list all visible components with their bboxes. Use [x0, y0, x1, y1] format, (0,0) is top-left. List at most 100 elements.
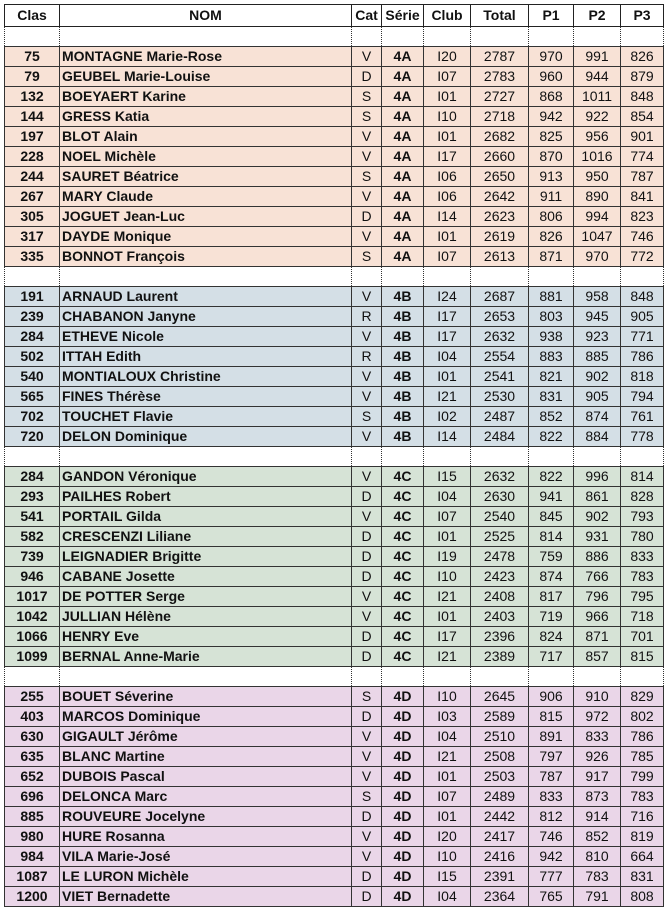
clas-cell: 144 [4, 106, 60, 127]
table-row: 144 GRESS Katia S 4A I10 2718 942 922 854 [4, 106, 664, 127]
club-cell: I02 [423, 406, 471, 427]
total-cell: 2389 [470, 646, 529, 667]
clas-cell: 284 [4, 326, 60, 347]
club-cell: I20 [423, 46, 471, 67]
total-cell: 2589 [470, 706, 529, 727]
p2-cell: 874 [573, 406, 621, 427]
p2-cell: 917 [573, 766, 621, 787]
serie-cell: 4B [381, 406, 424, 427]
total-cell: 2632 [470, 466, 529, 487]
p1-cell: 814 [528, 526, 574, 547]
cat-cell: V [351, 726, 382, 747]
clas-cell: 696 [4, 786, 60, 807]
p2-cell: 931 [573, 526, 621, 547]
total-cell: 2727 [470, 86, 529, 107]
cat-cell: V [351, 426, 382, 447]
club-cell: I03 [423, 706, 471, 727]
club-cell: I15 [423, 466, 471, 487]
table-row: 635 BLANC Martine V 4D I21 2508 797 926 785 [4, 746, 664, 767]
clas-cell: 293 [4, 486, 60, 507]
spacer-cell [351, 666, 382, 687]
spacer-cell [620, 26, 664, 47]
table-row: 197 BLOT Alain V 4A I01 2682 825 956 901 [4, 126, 664, 147]
cat-cell: S [351, 106, 382, 127]
nom-cell: DUBOIS Pascal [59, 766, 352, 787]
clas-cell: 946 [4, 566, 60, 587]
serie-cell: 4C [381, 566, 424, 587]
clas-cell: 255 [4, 686, 60, 707]
nom-cell: ARNAUD Laurent [59, 286, 352, 307]
p2-cell: 1047 [573, 226, 621, 247]
p3-cell: 831 [620, 866, 664, 887]
nom-cell: HURE Rosanna [59, 826, 352, 847]
table-row: 720 DELON Dominique V 4B I14 2484 822 884 778 [4, 426, 664, 447]
clas-cell: 582 [4, 526, 60, 547]
club-cell: I17 [423, 326, 471, 347]
header-total: Total [470, 4, 529, 27]
p3-cell: 901 [620, 126, 664, 147]
total-cell: 2613 [470, 246, 529, 267]
header-p1: P1 [528, 4, 574, 27]
p2-cell: 966 [573, 606, 621, 627]
p2-cell: 922 [573, 106, 621, 127]
header-p3: P3 [620, 4, 664, 27]
p3-cell: 802 [620, 706, 664, 727]
club-cell: I01 [423, 226, 471, 247]
p2-cell: 1011 [573, 86, 621, 107]
table-row: 305 JOGUET Jean-Luc D 4A I14 2623 806 994 823 [4, 206, 664, 227]
spacer-cell [528, 666, 574, 687]
serie-cell: 4C [381, 606, 424, 627]
p3-cell: 848 [620, 86, 664, 107]
serie-cell: 4D [381, 726, 424, 747]
p1-cell: 797 [528, 746, 574, 767]
table-row: 335 BONNOT François S 4A I07 2613 871 970 772 [4, 246, 664, 267]
club-cell: I17 [423, 626, 471, 647]
club-cell: I07 [423, 66, 471, 87]
total-cell: 2403 [470, 606, 529, 627]
nom-cell: GIGAULT Jérôme [59, 726, 352, 747]
cat-cell: D [351, 526, 382, 547]
nom-cell: DELON Dominique [59, 426, 352, 447]
total-cell: 2653 [470, 306, 529, 327]
spacer-cell [423, 446, 471, 467]
club-cell: I01 [423, 766, 471, 787]
p2-cell: 902 [573, 366, 621, 387]
nom-cell: LE LURON Michèle [59, 866, 352, 887]
clas-cell: 702 [4, 406, 60, 427]
header-club: Club [423, 4, 471, 27]
nom-cell: BONNOT François [59, 246, 352, 267]
spacer-cell [59, 266, 352, 287]
p1-cell: 845 [528, 506, 574, 527]
clas-cell: 197 [4, 126, 60, 147]
p3-cell: 772 [620, 246, 664, 267]
p3-cell: 799 [620, 766, 664, 787]
p1-cell: 822 [528, 426, 574, 447]
table-row: 885 ROUVEURE Jocelyne D 4D I01 2442 812 914 716 [4, 806, 664, 827]
spacer-cell [4, 266, 60, 287]
table-row: 403 MARCOS Dominique D 4D I03 2589 815 972 802 [4, 706, 664, 727]
spacer-cell [381, 266, 424, 287]
nom-cell: DAYDE Monique [59, 226, 352, 247]
club-cell: I17 [423, 306, 471, 327]
total-cell: 2660 [470, 146, 529, 167]
p2-cell: 994 [573, 206, 621, 227]
serie-cell: 4D [381, 746, 424, 767]
table-row: 541 PORTAIL Gilda V 4C I07 2540 845 902 793 [4, 506, 664, 527]
spacer-cell [423, 26, 471, 47]
p2-cell: 886 [573, 546, 621, 567]
total-cell: 2650 [470, 166, 529, 187]
clas-cell: 1017 [4, 586, 60, 607]
club-cell: I01 [423, 606, 471, 627]
cat-cell: V [351, 846, 382, 867]
total-cell: 2645 [470, 686, 529, 707]
p1-cell: 942 [528, 106, 574, 127]
p2-cell: 972 [573, 706, 621, 727]
clas-cell: 228 [4, 146, 60, 167]
table-row: 502 ITTAH Edith R 4B I04 2554 883 885 786 [4, 346, 664, 367]
table-row: 228 NOEL Michèle V 4A I17 2660 870 1016 774 [4, 146, 664, 167]
nom-cell: VIET Bernadette [59, 886, 352, 907]
club-cell: I01 [423, 806, 471, 827]
spacer-cell [381, 26, 424, 47]
clas-cell: 239 [4, 306, 60, 327]
clas-cell: 244 [4, 166, 60, 187]
